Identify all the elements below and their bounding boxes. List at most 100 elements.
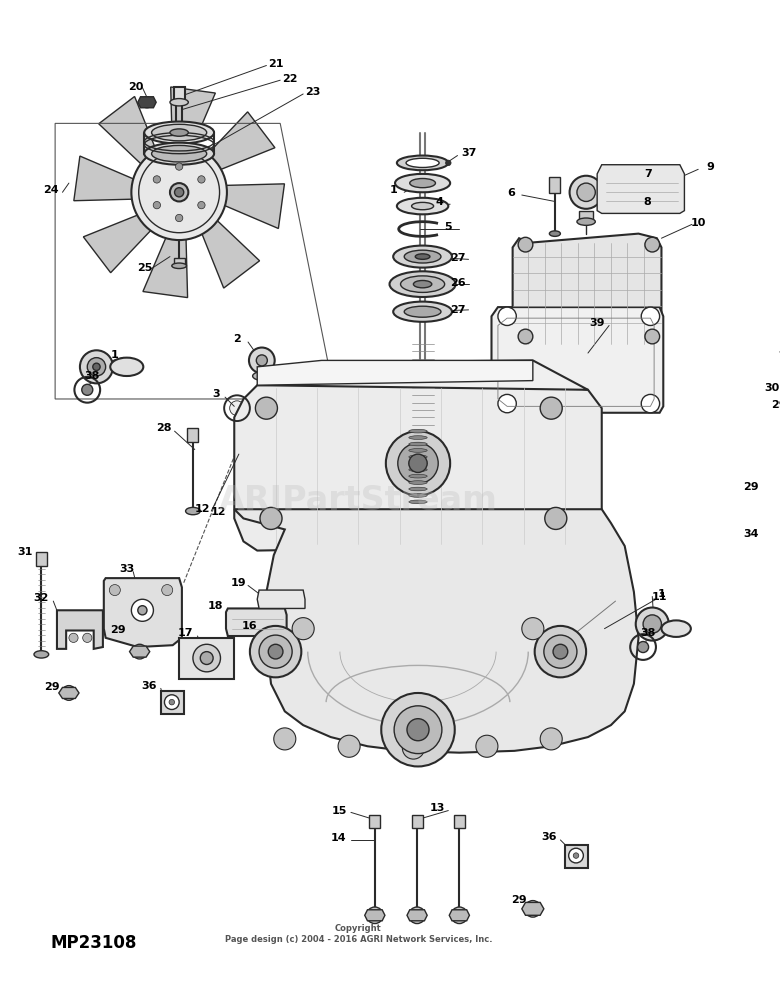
Text: 17: 17 xyxy=(178,629,193,639)
Circle shape xyxy=(93,363,100,370)
Circle shape xyxy=(257,355,268,366)
Circle shape xyxy=(544,635,577,668)
Text: 14: 14 xyxy=(332,833,347,843)
Ellipse shape xyxy=(409,448,427,452)
Ellipse shape xyxy=(170,129,188,136)
Circle shape xyxy=(367,907,383,924)
Polygon shape xyxy=(257,590,305,609)
Circle shape xyxy=(641,307,660,325)
Circle shape xyxy=(498,307,516,325)
Ellipse shape xyxy=(393,245,452,267)
Bar xyxy=(369,815,381,828)
Circle shape xyxy=(534,626,586,678)
Text: 39: 39 xyxy=(590,317,605,327)
Ellipse shape xyxy=(410,178,435,187)
Ellipse shape xyxy=(409,487,427,490)
Text: 12: 12 xyxy=(194,505,210,515)
Circle shape xyxy=(409,907,425,924)
Text: 28: 28 xyxy=(156,423,172,433)
Ellipse shape xyxy=(409,461,427,465)
Polygon shape xyxy=(449,910,470,921)
Text: 29: 29 xyxy=(511,895,526,905)
Text: 9: 9 xyxy=(706,161,714,171)
Circle shape xyxy=(381,693,455,767)
Circle shape xyxy=(175,187,184,197)
Text: 8: 8 xyxy=(644,197,651,207)
Text: 38: 38 xyxy=(84,371,100,381)
Circle shape xyxy=(138,606,147,615)
Text: 23: 23 xyxy=(305,87,320,97)
Text: 27: 27 xyxy=(450,305,465,315)
Circle shape xyxy=(153,201,161,209)
Bar xyxy=(766,557,777,565)
Circle shape xyxy=(161,585,172,596)
Ellipse shape xyxy=(397,198,448,214)
Polygon shape xyxy=(104,579,182,647)
Text: 18: 18 xyxy=(208,601,224,611)
Ellipse shape xyxy=(406,158,439,167)
Bar xyxy=(778,325,780,336)
Polygon shape xyxy=(74,156,135,201)
Text: ARIPartStream: ARIPartStream xyxy=(219,484,498,517)
Ellipse shape xyxy=(186,508,200,515)
Ellipse shape xyxy=(34,651,48,658)
Polygon shape xyxy=(143,236,187,297)
Ellipse shape xyxy=(395,174,450,192)
Circle shape xyxy=(541,728,562,750)
Ellipse shape xyxy=(409,493,427,497)
Circle shape xyxy=(643,615,661,634)
Text: 29: 29 xyxy=(743,482,758,492)
Polygon shape xyxy=(597,165,684,213)
Circle shape xyxy=(386,431,450,495)
Circle shape xyxy=(170,183,188,201)
Circle shape xyxy=(176,163,183,170)
Ellipse shape xyxy=(110,357,144,376)
Polygon shape xyxy=(171,87,215,148)
Text: 11: 11 xyxy=(652,592,668,602)
Circle shape xyxy=(292,618,314,640)
Circle shape xyxy=(645,237,660,252)
Circle shape xyxy=(525,901,541,917)
Circle shape xyxy=(407,719,429,741)
Ellipse shape xyxy=(397,155,448,170)
Polygon shape xyxy=(491,307,663,412)
Circle shape xyxy=(770,488,780,507)
Text: 29: 29 xyxy=(771,400,780,410)
Circle shape xyxy=(133,645,147,659)
Ellipse shape xyxy=(401,276,445,292)
Ellipse shape xyxy=(170,98,188,106)
Circle shape xyxy=(229,400,244,415)
Circle shape xyxy=(522,618,544,640)
Circle shape xyxy=(198,176,205,183)
Text: 32: 32 xyxy=(34,594,49,604)
Ellipse shape xyxy=(151,145,207,162)
Polygon shape xyxy=(201,219,260,288)
Text: 10: 10 xyxy=(690,217,706,227)
Circle shape xyxy=(131,144,227,240)
Circle shape xyxy=(394,706,442,754)
Circle shape xyxy=(198,201,205,209)
Ellipse shape xyxy=(409,435,427,439)
Circle shape xyxy=(193,645,221,672)
Ellipse shape xyxy=(409,500,427,504)
Circle shape xyxy=(636,608,668,641)
Text: 1: 1 xyxy=(111,350,119,360)
Bar xyxy=(565,845,588,868)
Circle shape xyxy=(553,645,568,659)
Ellipse shape xyxy=(413,280,432,288)
Text: 3: 3 xyxy=(212,389,220,399)
Ellipse shape xyxy=(389,271,456,297)
Text: 12: 12 xyxy=(211,507,226,517)
Circle shape xyxy=(165,695,179,710)
Ellipse shape xyxy=(409,455,427,458)
Text: 6: 6 xyxy=(507,188,515,198)
Circle shape xyxy=(169,700,175,705)
Ellipse shape xyxy=(409,480,427,484)
Ellipse shape xyxy=(409,474,427,478)
Circle shape xyxy=(645,329,660,344)
Circle shape xyxy=(109,585,120,596)
Circle shape xyxy=(176,214,183,221)
Text: 30: 30 xyxy=(764,383,779,393)
Ellipse shape xyxy=(172,263,186,268)
Circle shape xyxy=(641,394,660,412)
